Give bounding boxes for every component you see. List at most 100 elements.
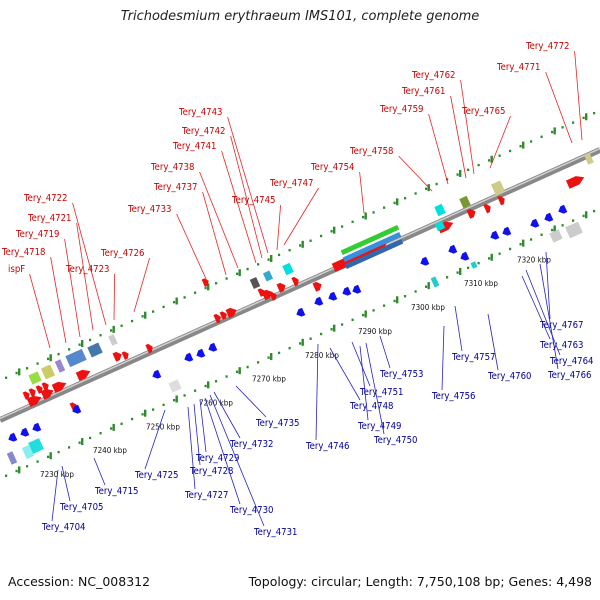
leader-line-blue xyxy=(235,385,267,418)
lower-scale-rail-dot xyxy=(341,323,344,326)
gene-box-khaki-shape xyxy=(40,364,56,380)
upper-scale-rail-dot xyxy=(572,121,575,124)
lower-scale-rail-major-tick xyxy=(207,381,210,389)
reverse-gene-blue-shape xyxy=(544,212,554,222)
leader-line-red xyxy=(359,171,365,214)
lower-scale-rail-dot xyxy=(246,365,249,369)
upper-scale-rail-dot xyxy=(131,319,134,323)
lower-scale-rail-dot xyxy=(330,328,333,331)
leader-line-blue xyxy=(539,263,559,370)
forward-gene-red xyxy=(22,391,30,400)
upper-scale-rail-major-tick xyxy=(207,283,210,291)
gene-label-bottom: Tery_4730 xyxy=(229,505,273,516)
forward-gene-red-shape xyxy=(219,311,227,320)
lower-scale-rail-major-tick xyxy=(270,353,273,360)
upper-scale-rail-dot xyxy=(341,225,344,228)
leader-line-red xyxy=(283,187,319,246)
lower-scale-rail-dot xyxy=(194,389,197,392)
gene-box-cyan xyxy=(430,276,440,288)
leader-line-red xyxy=(199,171,239,269)
leader-line-red xyxy=(72,202,107,326)
forward-gene-red xyxy=(121,351,129,360)
scale-tick-label: 7250 kbp xyxy=(146,422,180,431)
upper-scale-rail-dot xyxy=(414,192,417,195)
gene-label-bottom: Tery_4704 xyxy=(41,522,85,533)
gene-box-olive-shape xyxy=(459,195,471,209)
gene-label-bottom: Tery_4735 xyxy=(255,418,299,429)
gene-box-cyan-shape xyxy=(434,203,446,217)
upper-scale-rail-major-tick xyxy=(585,113,588,121)
leader-line-blue xyxy=(93,457,106,486)
upper-scale-rail-dot xyxy=(477,163,480,167)
lower-scale-rail-major-tick xyxy=(112,423,115,431)
scale-tick-label: 7300 kbp xyxy=(411,303,445,312)
lower-scale-rail-dot xyxy=(414,290,417,293)
rna-feature-blue xyxy=(342,231,402,263)
upper-scale-rail-dot xyxy=(141,315,144,318)
forward-gene-red-shape xyxy=(26,395,42,407)
forward-gene-red-shape xyxy=(269,292,277,301)
gene-label-bottom: Tery_4764 xyxy=(549,356,593,367)
gene-label-top: Tery_4721 xyxy=(27,213,71,224)
forward-gene-red-shape xyxy=(35,385,43,394)
gene-label-top: Tery_4741 xyxy=(172,141,216,152)
gene-label-bottom: Tery_4725 xyxy=(134,470,178,481)
forward-gene-red xyxy=(35,385,43,394)
upper-scale-rail-dot xyxy=(404,197,407,200)
leader-line-blue xyxy=(545,251,551,320)
upper-scale-rail-dot xyxy=(57,352,60,356)
gene-box-cyan-shape xyxy=(430,276,440,288)
forward-gene-red xyxy=(225,307,237,319)
forward-gene-red xyxy=(276,282,286,293)
lower-scale-rail-dot xyxy=(530,238,533,241)
leader-line-red xyxy=(202,191,227,276)
reverse-gene-blue-shape xyxy=(32,422,42,432)
upper-scale-rail-major-tick xyxy=(18,368,21,376)
upper-scale-rail-major-tick xyxy=(490,155,493,163)
lower-scale-rail-major-tick xyxy=(364,310,367,318)
gene-box-khaki xyxy=(584,153,594,165)
upper-scale-rail-dot xyxy=(456,173,459,176)
upper-scale-rail-major-tick xyxy=(238,269,241,277)
forward-gene-red-shape xyxy=(225,307,237,319)
lower-scale-rail-major-tick xyxy=(459,267,462,275)
upper-scale-rail-dot xyxy=(99,334,102,337)
leader-line-red xyxy=(230,135,263,259)
upper-scale-rail-dot xyxy=(320,234,323,238)
upper-scale-rail-dot xyxy=(68,348,71,351)
reverse-gene-blue-shape xyxy=(460,251,470,261)
gene-label-top: Tery_4762 xyxy=(411,70,455,81)
reverse-gene-blue xyxy=(448,244,458,254)
upper-scale-rail-dot xyxy=(540,135,543,138)
leader-line-blue xyxy=(199,399,207,453)
forward-gene-red-shape xyxy=(466,208,476,219)
gene-box-cyan-shape xyxy=(434,220,446,232)
gene-box-lightgreen xyxy=(28,371,42,385)
reverse-gene-blue xyxy=(342,286,352,296)
rna-feature-green xyxy=(340,224,400,256)
lower-scale-rail-dot xyxy=(215,380,218,383)
reverse-gene-blue xyxy=(328,291,338,301)
leader-line-red xyxy=(460,79,475,175)
leader-line-red xyxy=(545,71,573,144)
gene-box-cyan-shape xyxy=(28,438,44,454)
lower-scale-rail-dot xyxy=(299,342,302,345)
gene-label-top: Tery_4743 xyxy=(178,107,222,118)
gene-label-bottom: Tery_4729 xyxy=(195,453,239,464)
leader-line-red xyxy=(450,95,467,179)
gene-label-top: Tery_4771 xyxy=(496,62,540,73)
gene-box-cyan xyxy=(470,261,478,269)
gene-box-khaki-shape xyxy=(584,153,594,165)
lower-scale-rail-dot xyxy=(572,219,575,222)
gene-label-bottom: Tery_4727 xyxy=(184,490,228,501)
forward-gene-red-shape xyxy=(112,351,122,362)
scale-tick-label: 7260 kbp xyxy=(199,398,233,407)
reverse-gene-blue xyxy=(20,427,30,437)
gene-label-top: Tery_4718 xyxy=(1,247,45,258)
upper-scale-rail-dot xyxy=(288,248,291,252)
lower-scale-rail-major-tick xyxy=(490,253,493,261)
gene-box-darkgrey xyxy=(249,277,261,289)
reverse-gene-blue xyxy=(460,251,470,261)
lower-scale-rail-dot xyxy=(36,460,39,463)
leader-line-blue xyxy=(187,406,196,490)
